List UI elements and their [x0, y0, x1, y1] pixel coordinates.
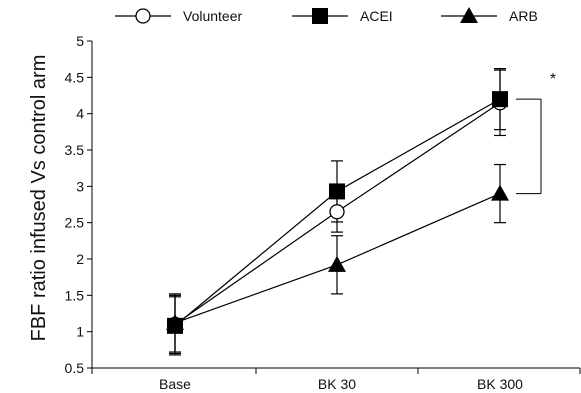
y-tick-label: 4.5: [65, 69, 85, 85]
data-point-arb: [166, 313, 184, 330]
data-point-acei: [492, 91, 508, 108]
data-point-arb: [328, 255, 346, 272]
y-tick-label: 2.5: [65, 215, 85, 231]
legend-marker-acei: [312, 8, 328, 24]
legend-item-acei: ACEI: [292, 8, 393, 24]
legend-label: ARB: [509, 8, 538, 24]
y-tick-label: 4: [76, 106, 84, 122]
x-tick-label: Base: [159, 376, 191, 392]
legend-label: ACEI: [360, 8, 393, 24]
y-tick-label: 5: [76, 33, 84, 49]
y-tick-label: 3.5: [65, 142, 85, 158]
series-layer: *: [166, 68, 556, 356]
x-tick-label: BK 300: [477, 376, 523, 392]
legend-item-arb: ARB: [441, 7, 538, 24]
y-tick-label: 1: [76, 324, 84, 340]
data-point-acei: [329, 183, 345, 200]
data-point-arb: [491, 184, 509, 201]
y-axis-label: FBF ratio infused Vs control arm: [28, 55, 50, 342]
legend-label: Volunteer: [183, 8, 242, 24]
x-tick-label: BK 30: [318, 376, 356, 392]
significance-marker: *: [550, 71, 556, 88]
y-tick-label: 2: [76, 251, 84, 267]
legend-marker-arb: [460, 7, 478, 23]
y-tick-label: 3: [76, 178, 84, 194]
data-point-volunteer: [329, 204, 345, 220]
y-tick-label: 1.5: [65, 287, 85, 303]
legend-item-volunteer: Volunteer: [115, 8, 242, 24]
legend: Volunteer ACEI ARB: [115, 7, 538, 24]
legend-marker-volunteer: [135, 8, 151, 24]
significance-bracket: *: [516, 71, 556, 195]
axes: 0.5 1 1.5 2 2.5 3 3.5 4 4.5 5 Base BK 30 BK 300: [65, 33, 581, 392]
y-tick-label: 0.5: [65, 360, 85, 376]
